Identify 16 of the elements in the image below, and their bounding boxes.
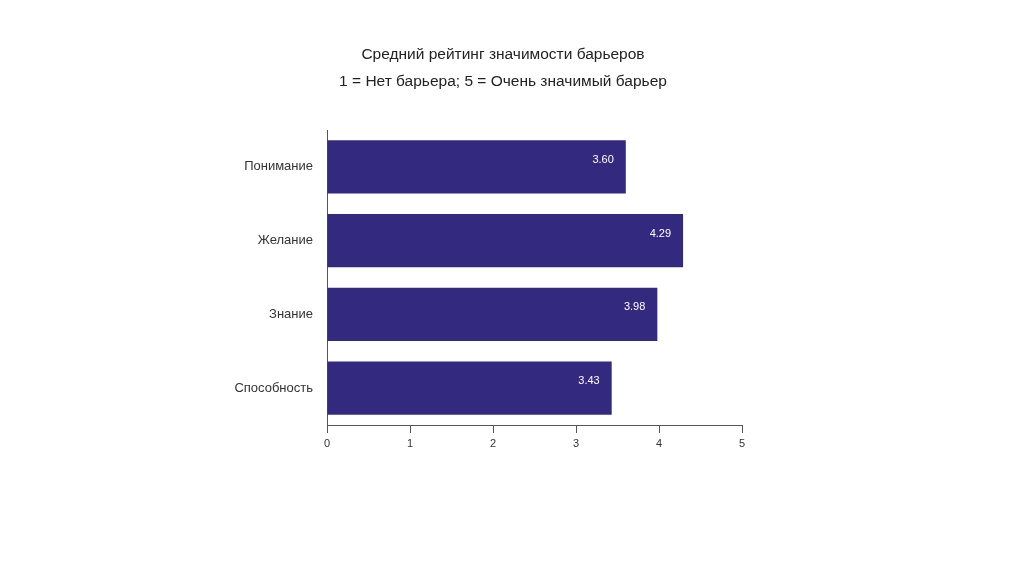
data-label: 3.43 xyxy=(578,374,600,387)
data-label: 3.60 xyxy=(592,152,614,165)
y-tick-label: Способность xyxy=(234,379,314,395)
data-label: 4.29 xyxy=(649,226,672,239)
chart-subtitle: 1 = Нет барьера; 5 = Очень значимый барьер xyxy=(338,72,668,90)
y-tick-label: Желание xyxy=(257,232,313,248)
x-tick-label: 5 xyxy=(738,436,746,449)
chart-title: Средний рейтинг значимости барьеров xyxy=(360,45,646,63)
x-tick-label: 0 xyxy=(323,436,331,449)
x-tick-label: 2 xyxy=(489,436,497,449)
y-tick-label: Знание xyxy=(269,305,313,321)
y-tick-label: Понимание xyxy=(244,158,313,174)
x-tick-label: 3 xyxy=(572,436,580,449)
x-tick-label: 1 xyxy=(406,436,414,449)
x-tick-label: 4 xyxy=(655,436,663,449)
data-label: 3.98 xyxy=(623,300,646,313)
